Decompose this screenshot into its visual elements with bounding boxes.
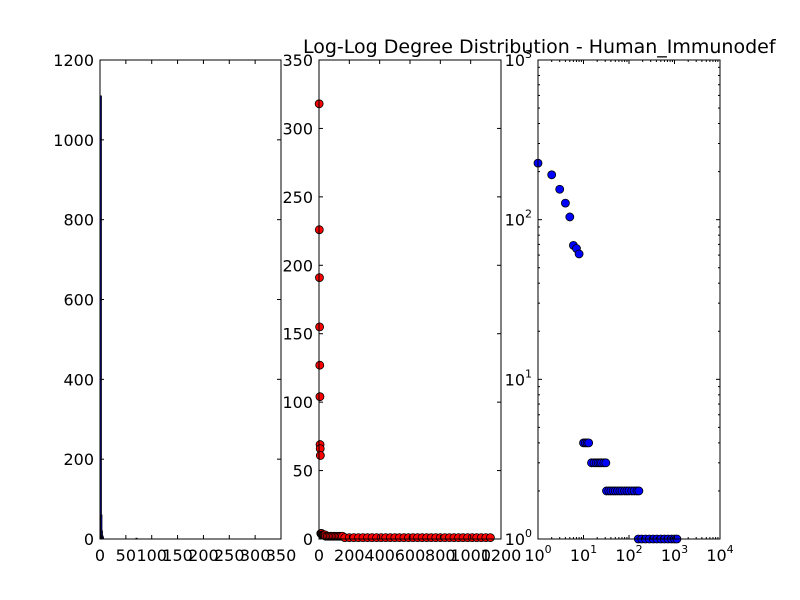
y-tick-label: 101 [505, 367, 532, 389]
y-tick-label: 150 [282, 325, 313, 344]
x-tick-label: 200 [188, 546, 219, 565]
y-tick-label: 0 [303, 530, 313, 549]
x-tick-label: 1200 [481, 546, 522, 565]
y-tick-label: 300 [282, 119, 313, 138]
y-tick-label: 1000 [53, 131, 94, 150]
y-tick-label: 103 [505, 48, 532, 70]
loglog-point [547, 170, 557, 180]
loglog-point [560, 198, 570, 208]
degree-histogram-panel: 0 50 1001502002503003500200400600800100012… [53, 51, 296, 565]
scatter-point [315, 451, 325, 460]
y-tick-label: 800 [63, 211, 94, 230]
x-tick-label: 103 [661, 543, 688, 565]
loglog-point [601, 458, 611, 468]
y-tick-label: 100 [505, 527, 532, 549]
x-tick-label: 0 [314, 546, 324, 565]
loglog-scatter-panel: 100 101 102 103 104 100 101 102 103 [505, 48, 734, 565]
axes-frame [537, 59, 721, 540]
x-tick-label: 200 [334, 546, 365, 565]
x-tick-label: 800 [425, 546, 456, 565]
x-tick-label: 101 [570, 543, 597, 565]
y-tick-label: 600 [63, 291, 94, 310]
scatter-point [485, 533, 495, 543]
x-tick-label: 600 [395, 546, 426, 565]
loglog-point [555, 184, 565, 194]
x-tick-label: 100 [136, 546, 167, 565]
y-tick-label: 400 [63, 370, 94, 389]
x-tick-label: 100 [524, 543, 551, 565]
loglog-point [565, 212, 575, 222]
x-tick-label: 50 [116, 546, 136, 565]
x-tick-label: 104 [706, 543, 733, 565]
scatter-point [315, 360, 325, 370]
y-tick-label: 50 [293, 462, 313, 481]
y-tick-label: 102 [505, 208, 532, 230]
figure-title: Log-Log Degree Distribution - Human_Immu… [303, 36, 777, 58]
y-tick-label: 0 [84, 530, 94, 549]
x-tick-label: 1000 [450, 546, 491, 565]
degree-scatter-panel: 0 200 400 600 800100012000501001502002503003… [282, 51, 521, 565]
x-tick-label: 0 [95, 546, 105, 565]
x-tick-label: 250 [214, 546, 245, 565]
scatter-point [315, 322, 325, 332]
y-tick-label: 350 [282, 51, 313, 70]
axes-frame [99, 59, 282, 540]
loglog-point [634, 486, 644, 496]
x-tick-label: 102 [615, 543, 642, 565]
y-tick-label: 250 [282, 188, 313, 207]
x-tick-label: 150 [162, 546, 193, 565]
loglog-point [574, 249, 584, 259]
y-tick-label: 200 [63, 450, 94, 469]
y-tick-label: 200 [282, 256, 313, 275]
y-tick-label: 1200 [53, 51, 94, 70]
loglog-point [584, 438, 594, 448]
x-tick-label: 400 [364, 546, 395, 565]
x-tick-label: 300 [240, 546, 271, 565]
y-tick-label: 100 [282, 393, 313, 412]
scatter-point [315, 392, 325, 402]
axes-frame [318, 59, 502, 540]
x-tick-label: 350 [266, 546, 297, 565]
